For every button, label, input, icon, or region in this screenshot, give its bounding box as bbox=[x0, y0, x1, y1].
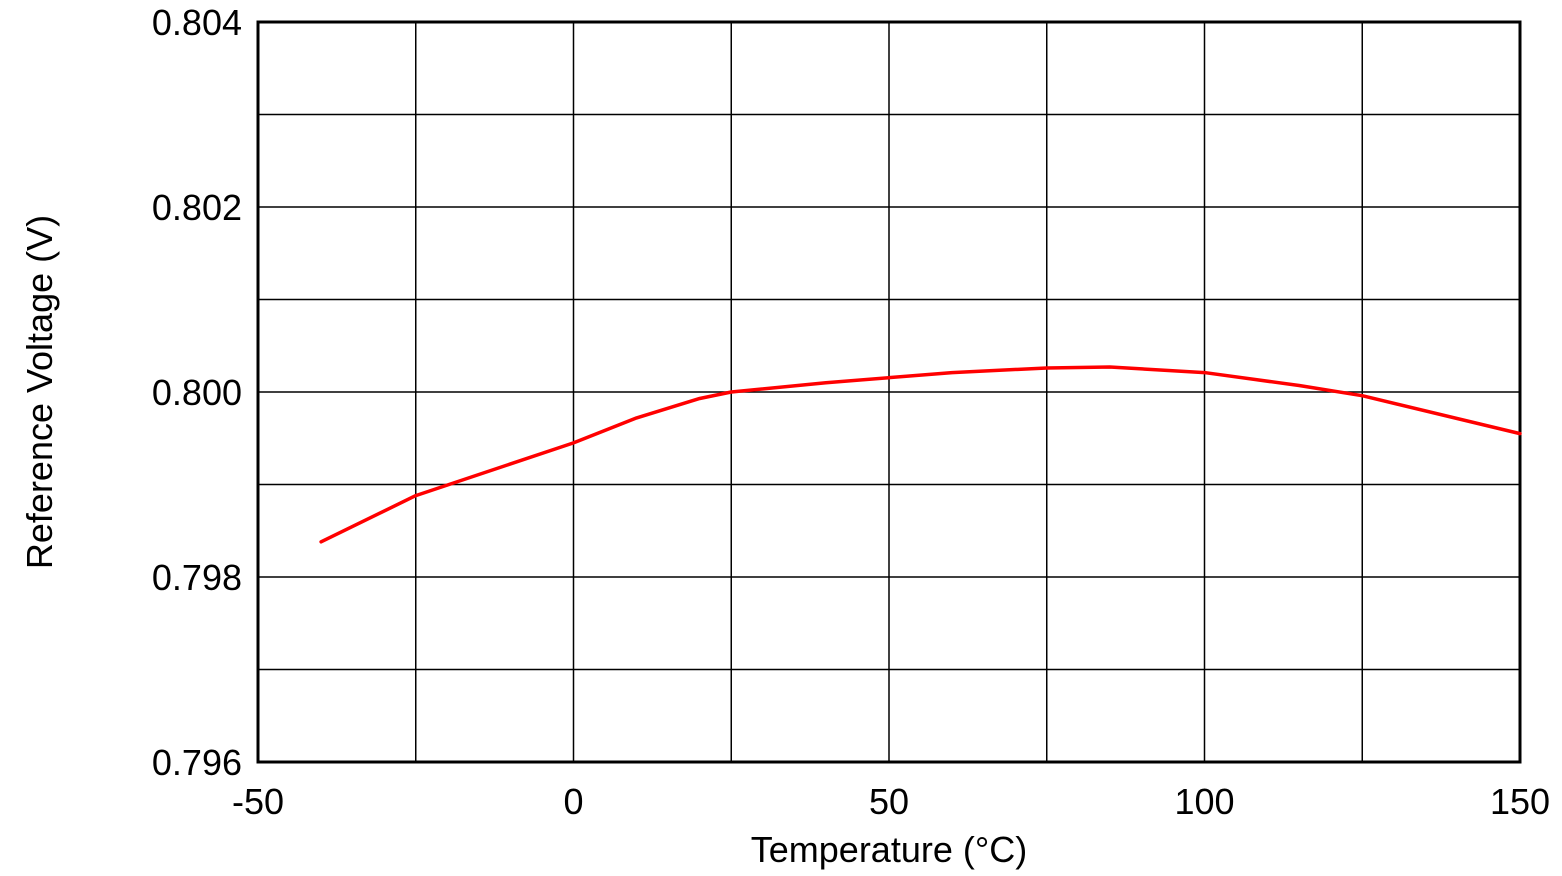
x-axis-tick-labels: -50 0 50 100 150 bbox=[232, 781, 1550, 822]
x-tick-label: 150 bbox=[1490, 781, 1550, 822]
y-axis-tick-labels: 0.796 0.798 0.800 0.802 0.804 bbox=[152, 2, 242, 783]
x-tick-label: -50 bbox=[232, 781, 284, 822]
y-tick-label: 0.800 bbox=[152, 372, 242, 413]
x-tick-label: 50 bbox=[869, 781, 909, 822]
plot-border bbox=[256, 20, 1522, 764]
x-tick-label: 0 bbox=[563, 781, 583, 822]
y-axis-title: Reference Voltage (V) bbox=[19, 215, 60, 569]
y-tick-label: 0.804 bbox=[152, 2, 242, 43]
data-series bbox=[319, 365, 1522, 544]
series-line bbox=[319, 365, 1522, 544]
y-tick-label: 0.802 bbox=[152, 187, 242, 228]
y-tick-label: 0.796 bbox=[152, 742, 242, 783]
x-axis-title: Temperature (°C) bbox=[751, 829, 1027, 870]
y-tick-label: 0.798 bbox=[152, 557, 242, 598]
x-tick-label: 100 bbox=[1174, 781, 1234, 822]
